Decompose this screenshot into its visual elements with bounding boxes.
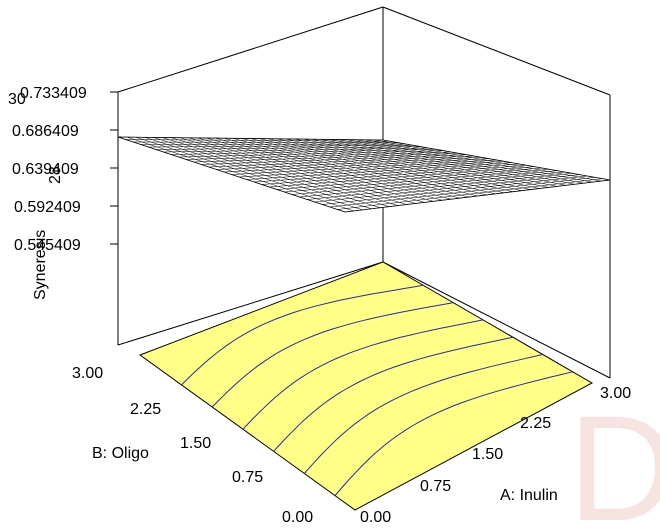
z-tick-label: 0.733409 [20,85,87,102]
z-tick-label: 0.592409 [14,199,81,216]
surface-grid-line [148,145,414,148]
contour-line [273,336,514,452]
x-tick-label: 2.25 [520,415,551,432]
z-tick-label: 0.545409 [14,237,81,254]
z-tick-label-overlap-top: 30 [8,91,26,108]
x-tick-label: 0.75 [420,478,451,495]
x-tick-label: 0.00 [360,509,391,526]
surface-grid-line [140,143,406,145]
back-top-right-edge [382,6,611,96]
y-tick-label: 1.50 [180,435,211,452]
surface-grid-line [133,141,399,143]
floor-back-right-edge [382,261,611,379]
contour-line [181,284,424,386]
contour-floor [138,261,594,511]
surface-grid-line [347,139,575,185]
surface-grid-line [374,139,602,182]
surface-grid-line [382,139,611,181]
y-tick-label: 0.00 [282,509,313,526]
contour-line [211,302,454,408]
surface-grid-line [125,139,391,142]
x-tick-label: 1.50 [472,446,503,463]
surface-grid-line [356,139,584,184]
contour-lines [181,284,573,496]
z-axis-title: Syneresis [32,230,49,300]
y-tick-label: 2.25 [130,401,161,418]
x-axis-title: A: Inulin [500,487,558,504]
back-top-left-edge [117,6,384,93]
y-tick-label: 3.00 [72,365,103,382]
plot-frame [110,6,611,379]
floor-back-left-edge [117,261,384,346]
z-tick-label-overlap: 28 [47,166,64,184]
contour-line [242,319,484,430]
z-tick-label: 0.639409 [12,161,79,178]
surface-grid-line [365,139,593,183]
surface-grid-line [155,146,421,150]
surface-grid-line [117,136,384,141]
z-tick-label: 0.686409 [12,123,79,140]
contour-line [334,371,573,496]
watermark: D [568,384,660,532]
contour-floor-plane [138,261,594,511]
x-tick-label: 3.00 [600,385,631,402]
y-tick-label: 0.75 [232,469,263,486]
y-axis-title: B: Oligo [92,445,149,462]
response-surface [117,136,611,213]
contour-line [303,354,543,474]
